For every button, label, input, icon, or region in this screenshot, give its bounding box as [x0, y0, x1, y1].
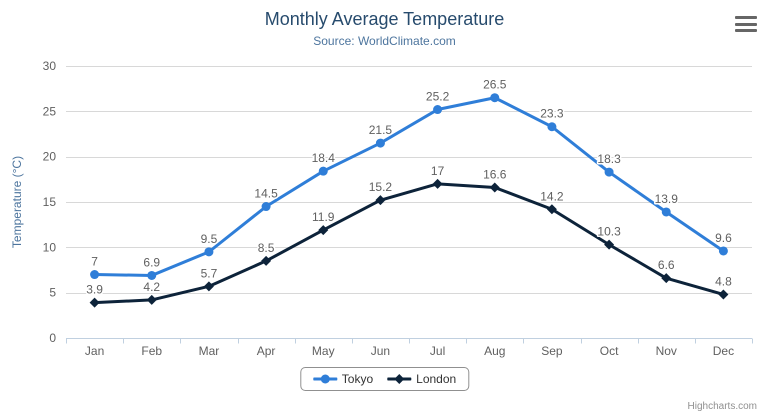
tokyo-point[interactable]	[375, 138, 385, 148]
legend-symbol	[320, 374, 330, 384]
data-label: 5.7	[201, 266, 218, 280]
x-axis-tick-label: Aug	[484, 344, 505, 358]
tokyo-point[interactable]	[718, 246, 728, 256]
y-axis-tick-label: 25	[43, 104, 57, 118]
x-axis-tick-label: Jan	[85, 344, 104, 358]
legend-label: Tokyo	[341, 372, 374, 386]
y-axis-tick-label: 0	[49, 331, 56, 345]
london-point[interactable]	[489, 182, 500, 193]
data-label: 21.5	[369, 123, 393, 137]
london-point[interactable]	[89, 297, 100, 308]
x-axis-tick-label: Feb	[141, 344, 162, 358]
legend-marker-circle-icon	[312, 374, 337, 384]
data-label: 17	[431, 164, 445, 178]
chart-title: Monthly Average Temperature	[264, 9, 505, 29]
chart-subtitle: Source: WorldClimate.com	[313, 34, 456, 48]
london-point[interactable]	[318, 225, 329, 236]
tokyo-point[interactable]	[147, 270, 157, 280]
y-axis-title: Temperature (°C)	[10, 155, 24, 249]
tokyo-point[interactable]	[490, 93, 500, 103]
london-point[interactable]	[661, 273, 672, 284]
data-label: 18.4	[312, 151, 336, 165]
data-label: 9.6	[715, 231, 732, 245]
data-label: 13.9	[655, 192, 679, 206]
data-label: 18.3	[597, 152, 621, 166]
data-label: 9.5	[201, 232, 218, 246]
data-label: 23.3	[540, 107, 564, 121]
data-label: 7	[91, 255, 98, 269]
tokyo-point[interactable]	[604, 167, 614, 177]
x-axis-tick-label: May	[312, 344, 335, 358]
x-axis-tick-label: Oct	[600, 344, 619, 358]
data-label: 14.2	[540, 189, 564, 203]
x-axis-tick-label: Nov	[656, 344, 677, 358]
legend-item-tokyo[interactable]: Tokyo	[312, 372, 374, 386]
data-label: 4.2	[143, 280, 160, 294]
series-line-tokyo	[93, 96, 725, 277]
data-label: 8.5	[258, 241, 275, 255]
hamburger-icon	[735, 16, 757, 32]
london-point[interactable]	[261, 255, 272, 266]
data-label: 25.2	[426, 90, 450, 104]
x-axis-tick-label: Dec	[713, 344, 734, 358]
london-point[interactable]	[146, 294, 157, 305]
export-menu-button[interactable]	[733, 14, 759, 34]
tokyo-point[interactable]	[318, 166, 328, 176]
tokyo-point[interactable]	[547, 122, 557, 132]
legend-label: London	[416, 372, 457, 386]
y-axis-tick-label: 20	[43, 150, 57, 164]
tokyo-point[interactable]	[433, 105, 443, 115]
data-label: 14.5	[254, 187, 278, 201]
legend-marker-diamond-icon	[387, 374, 412, 384]
data-label: 15.2	[369, 180, 393, 194]
tokyo-point[interactable]	[661, 207, 671, 217]
london-point[interactable]	[718, 289, 729, 300]
tokyo-point[interactable]	[261, 202, 271, 212]
y-axis-tick-label: 5	[49, 286, 56, 300]
data-label: 10.3	[597, 225, 621, 239]
x-axis-tick-label: Jun	[371, 344, 390, 358]
y-axis-tick-label: 10	[43, 240, 57, 254]
data-label: 16.6	[483, 167, 507, 181]
data-label: 6.9	[143, 255, 160, 269]
tokyo-point[interactable]	[204, 247, 214, 257]
data-label: 4.8	[715, 274, 732, 288]
x-axis-tick-label: Jul	[430, 344, 445, 358]
london-point[interactable]	[203, 281, 214, 292]
data-label: 3.9	[86, 283, 103, 297]
y-axis-tick-label: 15	[43, 195, 57, 209]
data-label: 26.5	[483, 78, 507, 92]
series-line-london	[93, 182, 725, 305]
london-point[interactable]	[375, 195, 386, 206]
london-point[interactable]	[432, 178, 443, 189]
x-axis-tick-label: Sep	[541, 344, 563, 358]
x-axis-tick-label: Apr	[257, 344, 276, 358]
tokyo-point[interactable]	[90, 270, 100, 280]
legend-symbol	[394, 374, 405, 384]
london-point[interactable]	[546, 204, 557, 215]
x-axis-tick-label: Mar	[199, 344, 220, 358]
credits-link[interactable]: Highcharts.com	[687, 401, 757, 412]
london-point[interactable]	[604, 239, 615, 250]
legend: Tokyo London	[299, 367, 470, 391]
y-axis-tick-label: 30	[43, 59, 57, 73]
data-label: 6.6	[658, 258, 675, 272]
legend-item-london[interactable]: London	[387, 372, 456, 386]
data-label: 11.9	[312, 210, 335, 224]
